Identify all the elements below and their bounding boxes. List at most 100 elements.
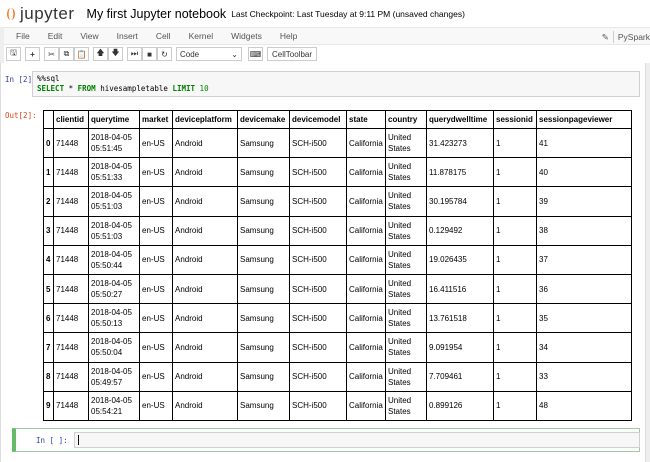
table-cell: en-US [139,361,173,392]
table-row: 4 71448 2018-04-05 05:50:44 en-US Android Sams… [43,244,632,275]
column-header: market [139,110,173,129]
table-cell: 2018-04-05 05:50:04 [88,332,140,363]
table-cell: 1 [493,303,537,334]
table-cell: 40 [536,157,632,188]
menu-view[interactable]: View [80,31,99,41]
add-cell-icon[interactable]: + [25,47,40,61]
table-cell: Samsung [237,127,290,159]
copy-icon[interactable]: ⧉ [59,47,74,61]
input-prompt: In [ ]: [36,436,68,445]
table-cell: 71448 [53,303,89,334]
table-cell: 71448 [53,332,89,363]
move-up-icon[interactable]: 🡅 [93,47,108,61]
celltoolbar-button[interactable]: CellToolbar [267,47,318,61]
table-cell: 0.899126 [426,390,494,421]
table-row: 1 71448 2018-04-05 05:51:33 en-US Android Sams… [43,157,632,188]
table-cell: Samsung [237,244,290,275]
column-header: querytime [88,110,140,129]
table-cell: 38 [536,215,632,246]
table-cell: 71448 [53,215,89,246]
menu-widgets[interactable]: Widgets [231,31,262,41]
table-cell: 1 [493,215,537,246]
table-cell: California [346,157,386,188]
table-cell: 30.195784 [426,186,494,217]
table-cell: 1 [493,361,537,392]
table-cell: en-US [139,186,173,217]
table-cell: United States [385,215,427,246]
row-index: 0 [43,127,54,159]
table-cell: California [346,390,386,421]
restart-icon[interactable]: ↻ [157,47,172,61]
table-cell: United States [385,390,427,421]
table-cell: SCH-i500 [289,390,347,421]
column-header [43,110,54,129]
table-cell: 1 [493,244,537,275]
column-header: clientid [53,110,89,129]
table-cell: 11.878175 [426,157,494,188]
code-cell[interactable]: %%sql SELECT * FROM hivesampletable LIMI… [32,71,640,97]
save-icon[interactable]: 🖫 [6,47,21,61]
table-cell: en-US [139,215,173,246]
table-cell: California [346,244,386,275]
table-cell: California [346,273,386,305]
empty-code-cell[interactable]: In [ ]: [12,428,640,452]
table-cell: 1 [493,127,537,159]
table-cell: 36 [536,273,632,305]
table-cell: 33 [536,361,632,392]
column-header: country [385,110,427,129]
keyboard-icon[interactable]: ⌨ [248,47,263,61]
table-cell: en-US [139,157,173,188]
table-row: 3 71448 2018-04-05 05:51:03 en-US Android Sams… [43,215,632,246]
kernel-name[interactable]: PySpark [617,32,650,42]
chevron-down-icon: ⌄ [231,49,238,59]
menu-file[interactable]: File [16,31,30,41]
jupyter-logo[interactable]: jupyter [6,4,75,24]
menu-help[interactable]: Help [279,31,298,41]
row-index: 5 [43,273,54,305]
table-cell: 71448 [53,361,89,392]
table-cell: 71448 [53,186,89,217]
table-cell: Android [172,186,238,217]
column-header: deviceplatform [172,110,238,129]
table-cell: 2018-04-05 05:51:33 [88,157,140,188]
paste-icon[interactable]: 📋 [74,47,89,61]
table-row: 8 71448 2018-04-05 05:49:57 en-US Android Sams… [43,361,632,392]
column-header: sessionid [493,110,537,129]
table-cell: 48 [536,390,632,421]
table-cell: SCH-i500 [289,361,347,392]
table-cell: Android [172,273,238,305]
table-cell: Samsung [237,186,290,217]
menu-edit[interactable]: Edit [47,31,63,41]
menu-cell[interactable]: Cell [155,31,171,41]
table-row: 5 71448 2018-04-05 05:50:27 en-US Android Sams… [43,273,632,305]
move-down-icon[interactable]: 🡇 [108,47,123,61]
edit-pencil-icon[interactable]: ✎ [601,31,609,42]
table-cell: Android [172,244,238,275]
row-index: 1 [43,157,54,188]
cell-type-select[interactable]: Code ⌄ [176,47,242,61]
menu-kernel[interactable]: Kernel [188,31,214,41]
row-index: 6 [43,303,54,334]
table-cell: 37 [536,244,632,275]
cut-icon[interactable]: ✂ [44,47,59,61]
notebook-header: jupyter My first Jupyter notebook Last C… [0,0,650,27]
menu-insert[interactable]: Insert [116,31,138,41]
divider [612,31,614,43]
run-icon[interactable]: ⏭ [127,47,142,61]
table-cell: Android [172,361,238,392]
row-index: 8 [43,361,54,392]
stop-icon[interactable]: ■ [142,47,157,61]
table-cell: 2018-04-05 05:50:27 [88,273,140,305]
table-row: 9 71448 2018-04-05 05:54:21 en-US Android Sams… [43,390,632,421]
notebook-title[interactable]: My first Jupyter notebook [86,6,227,21]
table-cell: 16.411516 [426,273,494,305]
table-cell: 71448 [53,273,89,305]
results-table: clientid querytime market deviceplatform dev… [43,110,632,421]
column-header: devicemake [237,110,290,129]
code-input[interactable] [74,432,640,448]
table-cell: 71448 [53,390,89,421]
table-cell: Samsung [237,361,290,392]
table-cell: SCH-i500 [289,215,347,246]
toolbar: 🖫 + ✂ ⧉ 📋 🡅 🡇 ⏭ ■ ↻ Code ⌄ ⌨ CellToolbar [4,45,650,63]
input-prompt: In [2]: [5,75,37,84]
